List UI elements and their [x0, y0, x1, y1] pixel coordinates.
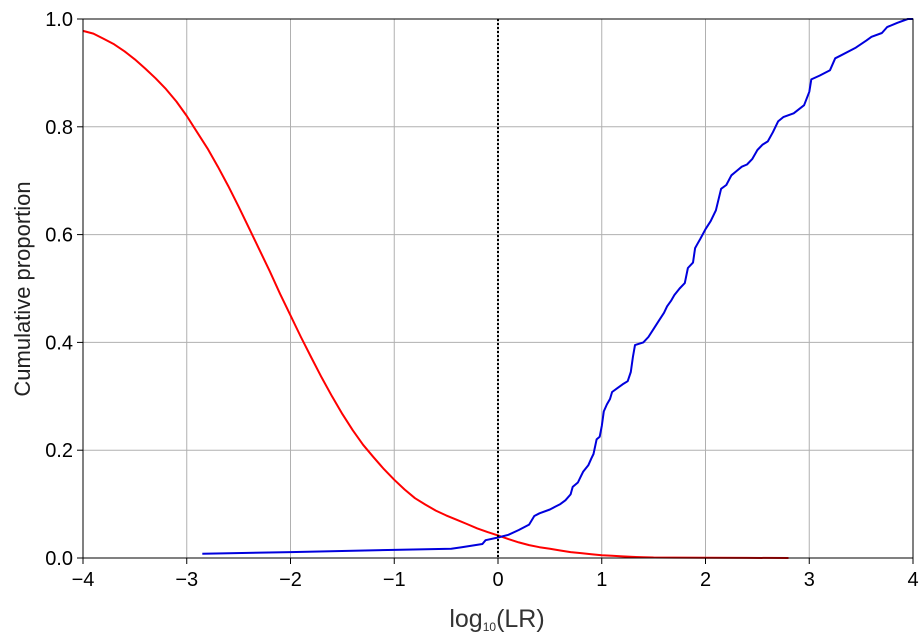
x-tick-label: 1	[596, 569, 607, 591]
x-axis-label: log10(LR)	[449, 605, 544, 633]
y-tick-label: 0.2	[45, 440, 73, 462]
y-tick-label: 1.0	[45, 9, 73, 31]
x-tick-label: 2	[700, 569, 711, 591]
y-tick-label: 0.4	[45, 332, 73, 354]
series-line-blue	[202, 18, 913, 555]
x-tick-label: −4	[72, 569, 95, 591]
y-ticks: 0.0 0.2 0.4 0.6 0.8 1.0	[45, 9, 83, 570]
y-axis-label: Cumulative proportion	[10, 181, 35, 396]
x-tick-label: 4	[907, 569, 918, 591]
y-tick-label: 0.0	[45, 548, 73, 570]
series-line-red	[82, 29, 789, 559]
x-axis-label-subscript: 10	[483, 620, 497, 633]
x-tick-label: −3	[175, 569, 198, 591]
x-tick-label: −1	[383, 569, 406, 591]
x-tick-label: 0	[492, 569, 503, 591]
x-axis-label-suffix: (LR)	[496, 605, 545, 633]
y-tick-label: 0.8	[45, 117, 73, 139]
x-ticks: −4 −3 −2 −1 0 1 2 3 4	[72, 558, 919, 591]
x-axis-label-prefix: log	[449, 605, 482, 633]
y-tick-label: 0.6	[45, 225, 73, 247]
x-tick-label: 3	[804, 569, 815, 591]
series-layer	[82, 18, 913, 559]
x-tick-label: −2	[279, 569, 302, 591]
